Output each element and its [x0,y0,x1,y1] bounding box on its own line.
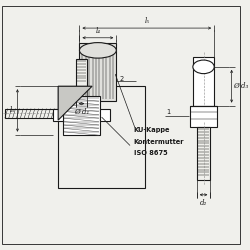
Text: KU-Kappe: KU-Kappe [134,127,170,133]
Bar [193,57,214,106]
Polygon shape [58,86,92,120]
Bar [76,59,87,86]
Text: Ø d₃: Ø d₃ [234,82,249,90]
Bar [58,86,146,188]
Text: l₅: l₅ [144,17,149,25]
Text: Ø d₁: Ø d₁ [74,108,89,116]
Text: ISO 8675: ISO 8675 [134,150,168,156]
Ellipse shape [80,42,116,58]
Bar [190,106,217,127]
Bar [197,127,210,180]
Text: d₂: d₂ [200,199,207,207]
Bar [53,110,63,121]
Text: l₄: l₄ [96,27,100,35]
Ellipse shape [193,60,214,74]
Bar [5,108,58,118]
Text: l₃: l₃ [10,106,14,114]
Text: 1: 1 [167,109,171,115]
Bar [100,110,110,121]
Text: 2: 2 [119,76,124,82]
Bar [63,96,100,135]
Text: Kontermutter: Kontermutter [134,140,184,145]
Bar [80,42,116,101]
